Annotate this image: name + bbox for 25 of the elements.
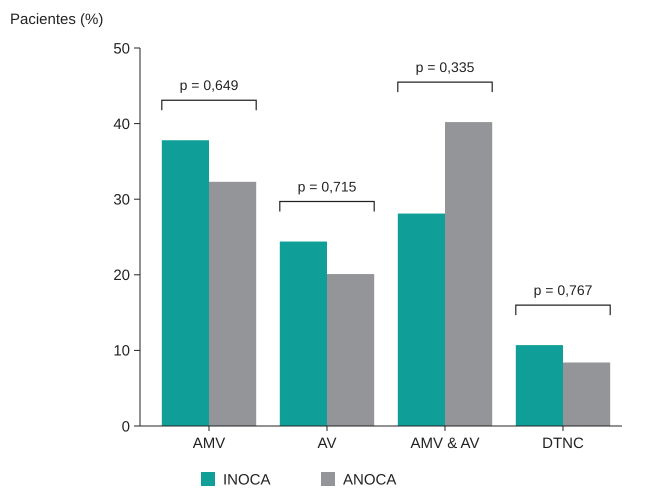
y-axis-title: Pacientes (%) [10,11,104,28]
y-tick-label: 0 [122,418,130,436]
annotation: p = 0,649 [180,77,239,94]
bar [398,214,445,426]
x-tick-label: AMV [192,435,226,452]
y-tick-label: 50 [113,40,130,58]
y-tick-label: 20 [113,267,130,284]
x-tick-label: AMV & AV [410,435,480,452]
bar [209,182,256,426]
annotation: p = 0,767 [534,282,593,298]
legend-label: INOCA [223,471,271,488]
bar [327,274,374,426]
x-tick-label: DTNC [542,435,584,452]
x-tick-label: AV [318,435,336,452]
bar [563,362,610,426]
bar [280,242,327,426]
legend-label: ANOCA [343,471,396,488]
annotation: p = 0,335 [416,59,475,76]
bar [445,122,492,426]
y-tick-label: 10 [113,342,130,360]
annotation: p = 0,715 [298,178,357,195]
bar [516,345,563,426]
bar [162,140,209,426]
y-tick-label: 30 [113,191,130,208]
y-tick-label: 40 [113,116,130,133]
